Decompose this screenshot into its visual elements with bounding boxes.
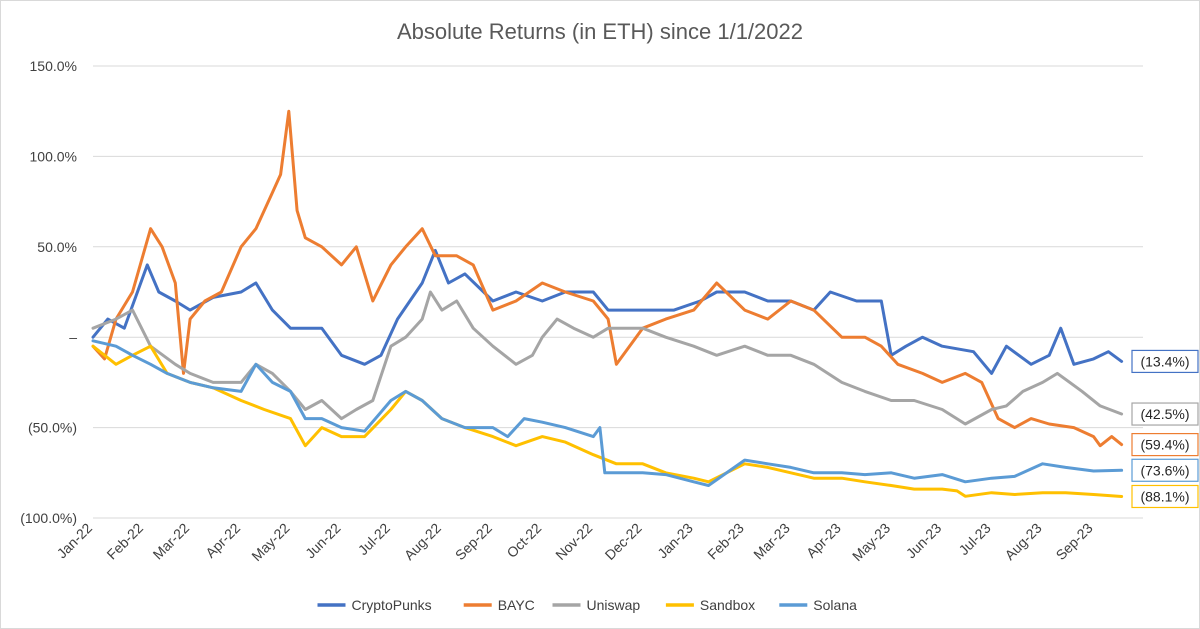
series-line-cryptopunks [91,248,1124,375]
y-tick-label: – [69,329,77,345]
x-axis-ticks: Jan-22 Feb-22 Mar-22 Apr-22 May-22 Jun-22 Jul-… [54,520,1096,564]
series-line-solana [91,339,1124,487]
x-tick-label: Mar-23 [750,520,793,563]
series-line-bayc [91,109,1124,448]
x-tick-label: Sep-22 [452,520,495,563]
end-label-bayc: (59.4%) [1140,437,1189,453]
x-tick-label: Mar-22 [150,520,193,563]
end-label-cryptopunks: (13.4%) [1140,353,1189,369]
y-axis-ticks: 150.0% 100.0% 50.0% – (50.0%) (100.0%) [20,58,77,526]
x-tick-label: Oct-22 [503,520,544,561]
x-tick-label: Jan-23 [654,520,696,562]
x-tick-label: Feb-22 [103,520,146,563]
end-labels: (13.4%) (42.5%) (59.4%) (73.6%) (88.1%) [1131,349,1199,509]
end-label-sandbox: (88.1%) [1140,488,1189,504]
x-tick-label: Jun-23 [903,520,945,562]
legend-label-cryptopunks: CryptoPunks [352,597,432,613]
x-tick-label: Jun-22 [302,520,344,562]
legend-label-solana: Solana [813,597,857,613]
x-tick-label: Apr-23 [803,520,844,561]
y-tick-label: (50.0%) [28,420,77,436]
end-label-box-uniswap [1131,402,1199,426]
x-tick-label: Dec-22 [602,520,645,563]
legend-label-sandbox: Sandbox [700,597,755,613]
x-tick-label: Apr-22 [202,520,243,561]
gridlines [93,65,1143,519]
legend-label-bayc: BAYC [498,597,535,613]
legend-label-uniswap: Uniswap [587,597,641,613]
y-tick-label: 150.0% [30,58,77,74]
x-tick-label: Aug-22 [401,520,444,563]
x-tick-label: Sep-23 [1053,520,1096,563]
chart-title: Absolute Returns (in ETH) since 1/1/2022 [397,19,803,44]
y-tick-label: 100.0% [30,148,77,164]
y-tick-label: (100.0%) [20,510,77,526]
series-line-uniswap [91,290,1124,426]
end-label-box-cryptopunks [1131,349,1199,374]
x-tick-label: Nov-22 [552,520,595,563]
series-line-sandbox [91,344,1124,498]
x-tick-label: Jul-22 [355,520,393,558]
end-label-box-bayc [1131,432,1199,457]
end-label-solana: (73.6%) [1140,462,1189,478]
end-label-box-sandbox [1131,484,1199,509]
legend: CryptoPunks BAYC Uniswap Sandbox Solana [317,597,857,613]
series-lines [91,109,1124,498]
y-tick-label: 50.0% [37,239,77,255]
end-label-box-solana [1131,458,1199,482]
x-tick-label: Feb-23 [704,520,747,563]
x-tick-label: May-22 [248,520,292,564]
x-tick-label: Aug-23 [1001,520,1044,563]
x-tick-label: Jul-23 [955,520,993,558]
x-tick-label: May-23 [849,520,893,564]
end-label-uniswap: (42.5%) [1140,406,1189,422]
